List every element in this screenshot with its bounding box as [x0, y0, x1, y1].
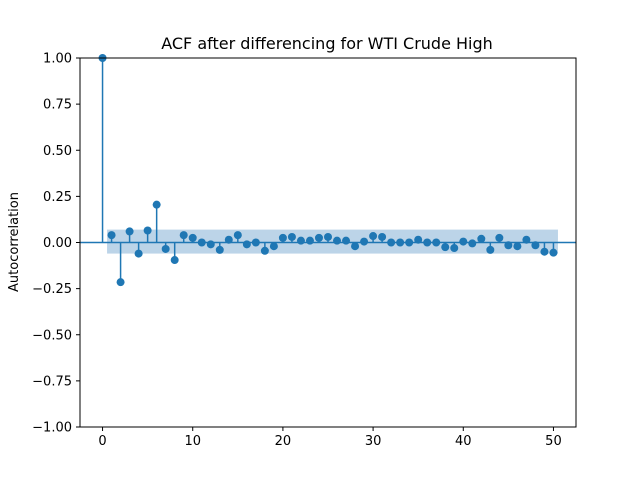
- acf-point-lag-32: [387, 238, 396, 247]
- plot-area: 0 10 20 30 40 50 −1.00 −0.75 −0.50 −0.25 0.00 0.25 0…: [32, 52, 577, 449]
- acf-point-lag-21: [287, 232, 296, 241]
- y-tick-label: −1.00: [32, 421, 72, 436]
- acf-point-lag-11: [197, 238, 206, 247]
- acf-point-lag-12: [206, 240, 215, 249]
- y-tick-label: −0.25: [32, 282, 72, 297]
- acf-point-lag-26: [333, 236, 342, 245]
- y-tick-label: −0.75: [32, 374, 72, 389]
- acf-point-lag-8: [170, 256, 179, 265]
- acf-point-lag-7: [161, 244, 170, 253]
- acf-point-lag-25: [324, 232, 332, 241]
- y-tick-label: −0.50: [32, 328, 72, 343]
- acf-point-lag-6: [152, 200, 161, 209]
- acf-point-lag-42: [477, 234, 486, 243]
- acf-point-lag-13: [215, 245, 224, 254]
- y-tick-label: 0.50: [43, 144, 72, 159]
- y-tick-label: 0.00: [43, 236, 72, 251]
- acf-point-lag-24: [314, 233, 323, 242]
- acf-point-lag-49: [540, 247, 549, 256]
- acf-point-lag-28: [351, 242, 360, 251]
- acf-point-lag-35: [414, 235, 423, 244]
- acf-point-lag-5: [143, 226, 152, 235]
- chart-title: ACF after differencing for WTI Crude Hig…: [161, 34, 493, 53]
- y-tick-label: 1.00: [43, 52, 72, 67]
- acf-point-lag-3: [125, 227, 134, 236]
- acf-point-lag-14: [224, 235, 233, 244]
- acf-point-lag-48: [531, 241, 540, 250]
- acf-point-lag-50: [549, 248, 558, 257]
- acf-point-lag-19: [269, 242, 278, 251]
- acf-point-lag-34: [405, 238, 414, 247]
- x-tick-label: 40: [455, 434, 472, 449]
- acf-point-lag-38: [441, 243, 450, 252]
- acf-point-lag-44: [495, 233, 504, 242]
- acf-point-lag-46: [513, 242, 522, 251]
- acf-point-lag-15: [233, 231, 242, 240]
- acf-point-lag-2: [116, 278, 125, 287]
- y-tick-label: 0.75: [43, 98, 72, 113]
- acf-point-lag-4: [134, 249, 143, 258]
- acf-point-lag-17: [251, 238, 260, 247]
- y-axis-label: Autocorrelation: [7, 192, 22, 292]
- acf-point-lag-18: [260, 246, 269, 255]
- acf-point-lag-41: [468, 239, 477, 248]
- acf-point-lag-40: [459, 237, 468, 246]
- acf-point-lag-31: [378, 232, 387, 241]
- acf-point-lag-29: [360, 237, 369, 246]
- x-tick-label: 10: [184, 434, 201, 449]
- acf-point-lag-36: [423, 238, 432, 247]
- acf-point-lag-45: [504, 241, 513, 250]
- acf-point-lag-27: [342, 236, 351, 245]
- x-tick-label: 0: [98, 434, 106, 449]
- x-tick-label: 50: [545, 434, 562, 449]
- acf-point-lag-30: [369, 232, 378, 241]
- acf-point-lag-23: [305, 236, 314, 245]
- acf-point-lag-43: [486, 245, 495, 254]
- acf-point-lag-39: [450, 244, 459, 253]
- x-tick-label: 20: [275, 434, 292, 449]
- acf-point-lag-33: [396, 238, 405, 247]
- y-tick-label: 0.25: [43, 190, 72, 205]
- acf-point-lag-9: [179, 231, 188, 240]
- acf-point-lag-47: [522, 235, 531, 244]
- acf-point-lag-20: [278, 233, 287, 242]
- acf-point-lag-22: [296, 236, 305, 245]
- x-tick-label: 30: [365, 434, 382, 449]
- acf-point-lag-16: [242, 240, 251, 249]
- acf-point-lag-10: [188, 233, 197, 242]
- acf-point-lag-1: [107, 231, 116, 240]
- acf-point-lag-37: [432, 238, 441, 247]
